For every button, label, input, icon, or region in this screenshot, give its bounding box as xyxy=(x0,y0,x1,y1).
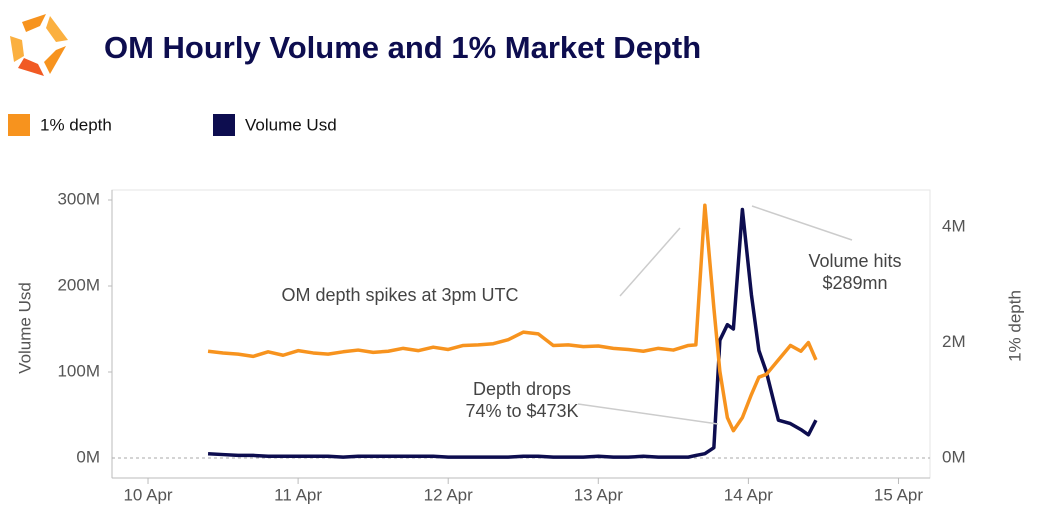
y-tick-label: 0M xyxy=(76,447,100,466)
x-tick-label: 14 Apr xyxy=(724,485,773,504)
y2-tick-label: 0M xyxy=(942,447,966,466)
y2-tick-label: 4M xyxy=(942,217,966,236)
x-tick-label: 13 Apr xyxy=(574,485,623,504)
legend-label: Volume Usd xyxy=(245,115,337,134)
x-tick-label: 10 Apr xyxy=(123,485,172,504)
logo xyxy=(10,14,68,76)
legend-label: 1% depth xyxy=(40,115,112,134)
annotation-leader xyxy=(619,227,681,297)
annotation: 74% to $473K xyxy=(465,401,578,421)
x-tick-label: 15 Apr xyxy=(874,485,923,504)
annotation-leader xyxy=(577,403,719,425)
y-tick-label: 300M xyxy=(57,189,100,208)
y-axis-label: Volume Usd xyxy=(15,282,34,374)
annotation: Volume hits xyxy=(808,251,901,271)
annotation: $289mn xyxy=(822,273,887,293)
series-line xyxy=(207,207,818,459)
x-tick-label: 11 Apr xyxy=(274,485,322,504)
chart-title: OM Hourly Volume and 1% Market Depth xyxy=(104,30,701,65)
annotation: Depth drops xyxy=(473,379,571,399)
legend-swatch xyxy=(8,114,30,136)
series-line xyxy=(207,203,818,433)
y-tick-label: 100M xyxy=(57,361,100,380)
x-tick-label: 12 Apr xyxy=(424,485,473,504)
y2-axis-label: 1% depth xyxy=(1005,290,1024,362)
y2-tick-label: 2M xyxy=(942,332,966,351)
y-tick-label: 200M xyxy=(57,275,100,294)
legend-swatch xyxy=(213,114,235,136)
annotation: OM depth spikes at 3pm UTC xyxy=(281,285,518,305)
annotation-leader xyxy=(751,205,853,241)
